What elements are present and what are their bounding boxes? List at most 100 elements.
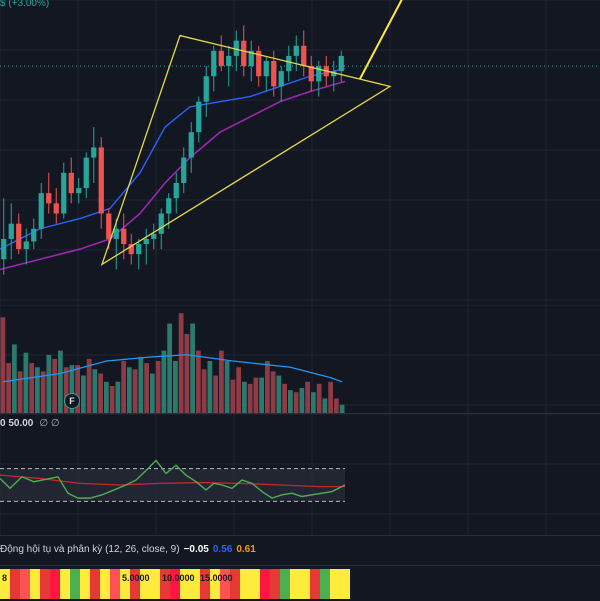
heat-cell (150, 569, 160, 599)
volume-bar (98, 373, 103, 413)
heat-cell (240, 569, 250, 599)
candle (53, 203, 59, 214)
heat-cell (20, 569, 30, 599)
volume-bar (230, 379, 236, 413)
volume-bar (161, 350, 167, 413)
candle (271, 61, 277, 87)
volume-bar (288, 390, 293, 413)
heat-cell (220, 569, 230, 599)
volume-bar (69, 365, 75, 413)
volume-bar (144, 363, 149, 413)
candle (293, 45, 299, 56)
heat-cell (170, 569, 180, 599)
heat-cell (70, 569, 80, 599)
volume-bar (213, 375, 218, 413)
candle (316, 66, 322, 82)
volume-bar (259, 377, 264, 413)
candle (143, 238, 149, 244)
volume-bar (17, 371, 23, 413)
volume-bar (86, 358, 92, 413)
heatmap-row (0, 569, 350, 599)
candle (98, 147, 104, 214)
volume-bar (138, 356, 144, 413)
volume-bar (23, 352, 29, 413)
volume-bar (293, 392, 299, 413)
macd-signal-value: 0.56 (212, 544, 233, 555)
rsi-chart[interactable] (0, 414, 600, 536)
volume-bar (46, 354, 52, 413)
price-chart[interactable] (0, 0, 600, 305)
rsi-extra: ∅ ∅ (39, 418, 60, 429)
macd-value: −0.05 (183, 544, 209, 555)
rsi-legend: 0 50.00 ∅ ∅ (0, 418, 60, 429)
volume-bar (270, 371, 276, 413)
volume-bar (339, 404, 345, 413)
candle (331, 71, 337, 77)
candle (46, 193, 52, 204)
heat-cell (270, 569, 280, 599)
heat-cell (60, 569, 70, 599)
volume-ma-line (2, 354, 343, 383)
volume-bar (276, 375, 282, 413)
heat-label-d: 15.0000 (200, 573, 233, 583)
volume-bar (35, 367, 40, 413)
heat-cell (320, 569, 330, 599)
heat-cell (0, 569, 10, 599)
candle (16, 223, 22, 250)
volume-bar (305, 381, 310, 413)
heat-cell (280, 569, 290, 599)
macd-pane[interactable]: Động hội tụ và phân kỳ (12, 26, close, 9… (0, 535, 600, 566)
rsi-pane[interactable]: 0 50.00 ∅ ∅ (0, 413, 600, 536)
candle (233, 40, 239, 56)
candle (68, 172, 74, 194)
volume-bar (236, 367, 241, 413)
candle (286, 55, 292, 72)
candle (203, 76, 209, 102)
heat-cell (30, 569, 40, 599)
heat-cell (80, 569, 90, 599)
heat-label-b: 5.0000 (122, 573, 150, 583)
volume-bar (196, 350, 201, 413)
heatmap-pane[interactable]: 8 5.0000 10.0000 15.0000 (0, 565, 600, 601)
volume-bar (190, 323, 195, 413)
candle (278, 71, 284, 87)
volume-bar (150, 373, 155, 413)
candle (76, 188, 82, 194)
volume-bar (115, 381, 121, 413)
candle (248, 50, 254, 67)
heat-label-a: 8 (2, 573, 8, 583)
candle (121, 228, 127, 244)
heat-cell (200, 569, 210, 599)
candle (173, 183, 179, 199)
candle (218, 50, 224, 67)
candle (83, 157, 89, 189)
candle (8, 223, 14, 239)
volume-bar (63, 367, 69, 413)
volume-chart[interactable] (0, 305, 600, 413)
heat-cell (260, 569, 270, 599)
heat-cell (340, 569, 350, 599)
candle (181, 157, 187, 183)
volume-pane[interactable]: F (0, 305, 600, 413)
earnings-flag-icon[interactable]: F (64, 393, 80, 409)
volume-bar (92, 369, 98, 413)
candle (113, 228, 119, 239)
candle (1, 238, 7, 260)
volume-bar (282, 383, 287, 413)
heat-cell (90, 569, 100, 599)
heat-cell (310, 569, 320, 599)
volume-bar (6, 363, 11, 413)
candle (308, 66, 314, 82)
triangle-pattern (100, 34, 392, 266)
heat-cell (40, 569, 50, 599)
price-pane[interactable]: $ (+3.00%) (0, 0, 600, 305)
candle (151, 233, 157, 239)
volume-bar (334, 398, 339, 413)
volume-bar (219, 350, 224, 413)
heat-cell (110, 569, 120, 599)
macd-title: Động hội tụ và phân kỳ (12, 26, close, 9… (0, 544, 180, 555)
volume-bar (242, 381, 247, 413)
heat-cell (250, 569, 260, 599)
volume-bar (322, 398, 328, 413)
heat-cell (140, 569, 150, 599)
